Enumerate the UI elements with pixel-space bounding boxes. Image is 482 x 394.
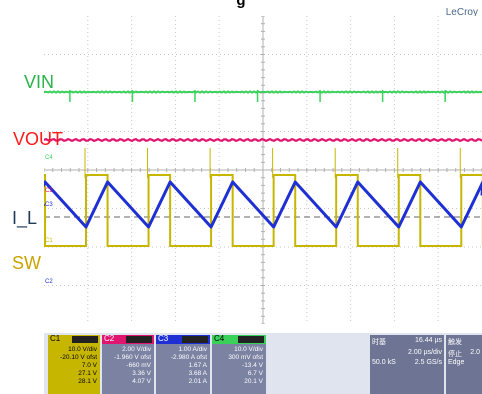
channel-line: 2.01 A bbox=[188, 378, 207, 385]
trace-vin bbox=[44, 90, 482, 94]
channel-number: C1 bbox=[50, 334, 61, 343]
channel-line: 2.00 V/div bbox=[122, 346, 151, 353]
trigger-mode: 停止 bbox=[448, 351, 462, 358]
channel-box-c3[interactable]: C3 1.00 A/div -2.980 A ofst 1.67 A 3.68 … bbox=[156, 334, 210, 394]
trigger-box[interactable]: 触发 2.0 停止 Edge bbox=[446, 335, 482, 394]
timebase-label: 时基 bbox=[372, 339, 386, 346]
timebase-box[interactable]: 时基 16.44 µs 2.00 µs/div 50.0 kS 2.5 GS/s bbox=[370, 335, 444, 394]
scope-display[interactable]: C4 C2 C3 C1 C2 bbox=[44, 16, 482, 324]
page-title: g bbox=[236, 0, 246, 9]
trigger-type: Edge bbox=[448, 359, 465, 366]
channel-line: 6.7 V bbox=[247, 370, 263, 377]
trace-sw bbox=[44, 174, 482, 247]
channel-marker-c3: C3 bbox=[45, 202, 53, 208]
channel-marker-c1: C1 bbox=[45, 238, 53, 244]
channel-line: 1.00 A/div bbox=[178, 346, 207, 353]
channel-line: 300 mV ofst bbox=[228, 354, 263, 361]
timebase-value: 16.44 µs bbox=[415, 337, 442, 344]
channel-number: C4 bbox=[214, 334, 225, 343]
channel-line: 3.36 V bbox=[132, 370, 151, 377]
label-vout: VOUT bbox=[13, 129, 64, 149]
channel-line: 4.07 V bbox=[132, 378, 151, 385]
channel-marker-c2: C2 bbox=[45, 188, 53, 194]
label-sw: SW bbox=[12, 253, 41, 273]
label-vin: VIN bbox=[24, 72, 55, 92]
timebase-sample: 2.5 GS/s bbox=[414, 359, 442, 366]
trigger-label: 触发 bbox=[448, 339, 462, 346]
trace-inductor-current bbox=[44, 180, 482, 229]
channel-line: -1.960 V ofst bbox=[114, 354, 151, 361]
channel-line: -660 mV bbox=[126, 362, 151, 369]
channel-line: -20.10 V ofst bbox=[60, 354, 97, 361]
channel-line: 10.0 V/div bbox=[68, 346, 97, 353]
channel-line: 1.67 A bbox=[188, 362, 207, 369]
channel-number: C2 bbox=[104, 334, 115, 343]
channel-tag bbox=[126, 336, 152, 343]
channel-marker-cx: C2 bbox=[45, 279, 53, 285]
channel-box-c4[interactable]: C4 10.0 V/div 300 mV ofst -13.4 V 6.7 V … bbox=[212, 334, 266, 394]
traces: C4 C2 C3 C1 C2 bbox=[44, 90, 482, 285]
channel-tag bbox=[238, 336, 264, 343]
channel-line: 3.68 A bbox=[188, 370, 207, 377]
status-panel: C1 10.0 V/div -20.10 V ofst 7.0 V 27.1 V… bbox=[44, 333, 482, 394]
label-il: I_L bbox=[12, 208, 38, 228]
channel-box-c1[interactable]: C1 10.0 V/div -20.10 V ofst 7.0 V 27.1 V… bbox=[48, 334, 100, 394]
channel-line: 27.1 V bbox=[78, 370, 97, 377]
channel-tag bbox=[72, 336, 98, 343]
channel-line: 28.1 V bbox=[78, 378, 97, 385]
timebase-div: 2.00 µs/div bbox=[408, 349, 442, 356]
trigger-value: 2.0 bbox=[470, 349, 480, 356]
graticule bbox=[44, 16, 482, 324]
channel-box-c2[interactable]: C2 2.00 V/div -1.960 V ofst -660 mV 3.36… bbox=[102, 334, 154, 394]
channel-tag bbox=[182, 336, 208, 343]
channel-line: -13.4 V bbox=[242, 362, 263, 369]
channel-line: 20.1 V bbox=[244, 378, 263, 385]
channel-number: C3 bbox=[158, 334, 169, 343]
timebase-rate: 50.0 kS bbox=[372, 359, 396, 366]
channel-line: 10.0 V/div bbox=[234, 346, 263, 353]
channel-line: -2.980 A ofst bbox=[170, 354, 207, 361]
trace-vout bbox=[44, 137, 482, 143]
channel-line: 7.0 V bbox=[81, 362, 97, 369]
brand-logo: LeCroy bbox=[445, 7, 478, 18]
channel-marker-c4: C4 bbox=[45, 155, 53, 161]
